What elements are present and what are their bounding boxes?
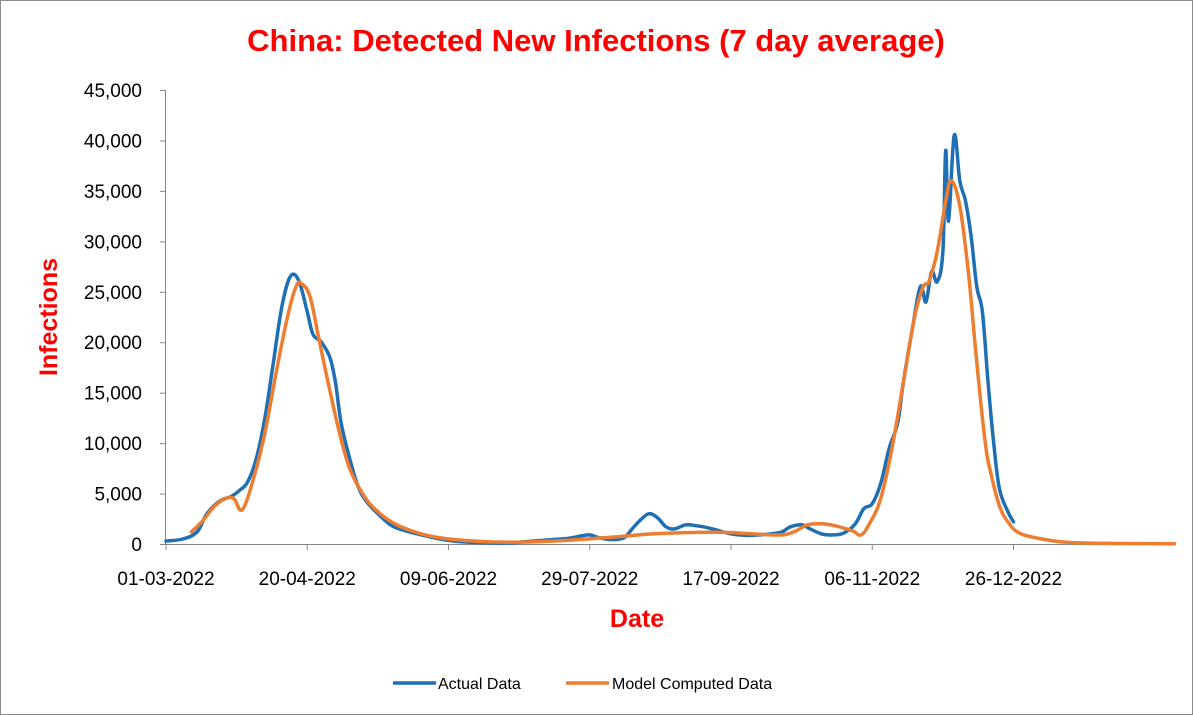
series-line-actual-data [164,133,1016,545]
x-tick-label: 06-11-2022 [824,569,920,590]
y-tick-label: 45,000 [84,81,142,102]
x-tick-label: 26-12-2022 [965,569,1062,590]
y-tick-label: 10,000 [84,434,142,455]
series-layer [164,133,1177,546]
y-axis-title: Infections [35,258,63,376]
y-tick-label: 25,000 [84,283,142,304]
y-axis-ticks: 0 5,000 10,000 15,000 20,000 25,000 30,000 35,0… [84,81,166,556]
y-tick-label: 30,000 [84,232,142,253]
y-tick-label: 15,000 [84,384,142,405]
x-axis-ticks: 01-03-2022 20-04-2022 09-06-2022 29-07-2022… [117,544,1062,590]
legend: Actual Data Model Computed Data [393,676,772,693]
y-tick-label: 5,000 [94,485,142,506]
series-line-model-computed-data [189,179,1177,546]
legend-label-actual: Actual Data [438,676,521,693]
x-tick-label: 01-03-2022 [117,569,214,590]
y-tick-label: 35,000 [84,182,142,203]
y-tick-label: 20,000 [84,333,142,354]
x-tick-label: 29-07-2022 [541,569,638,590]
x-axis-title: Date [610,605,664,633]
y-tick-label: 0 [131,535,142,556]
x-tick-label: 17-09-2022 [682,569,779,590]
legend-label-model: Model Computed Data [612,676,772,693]
chart-title: China: Detected New Infections (7 day av… [247,23,945,58]
x-tick-label: 09-06-2022 [400,569,497,590]
y-tick-label: 40,000 [84,131,142,152]
x-tick-label: 20-04-2022 [259,569,356,590]
